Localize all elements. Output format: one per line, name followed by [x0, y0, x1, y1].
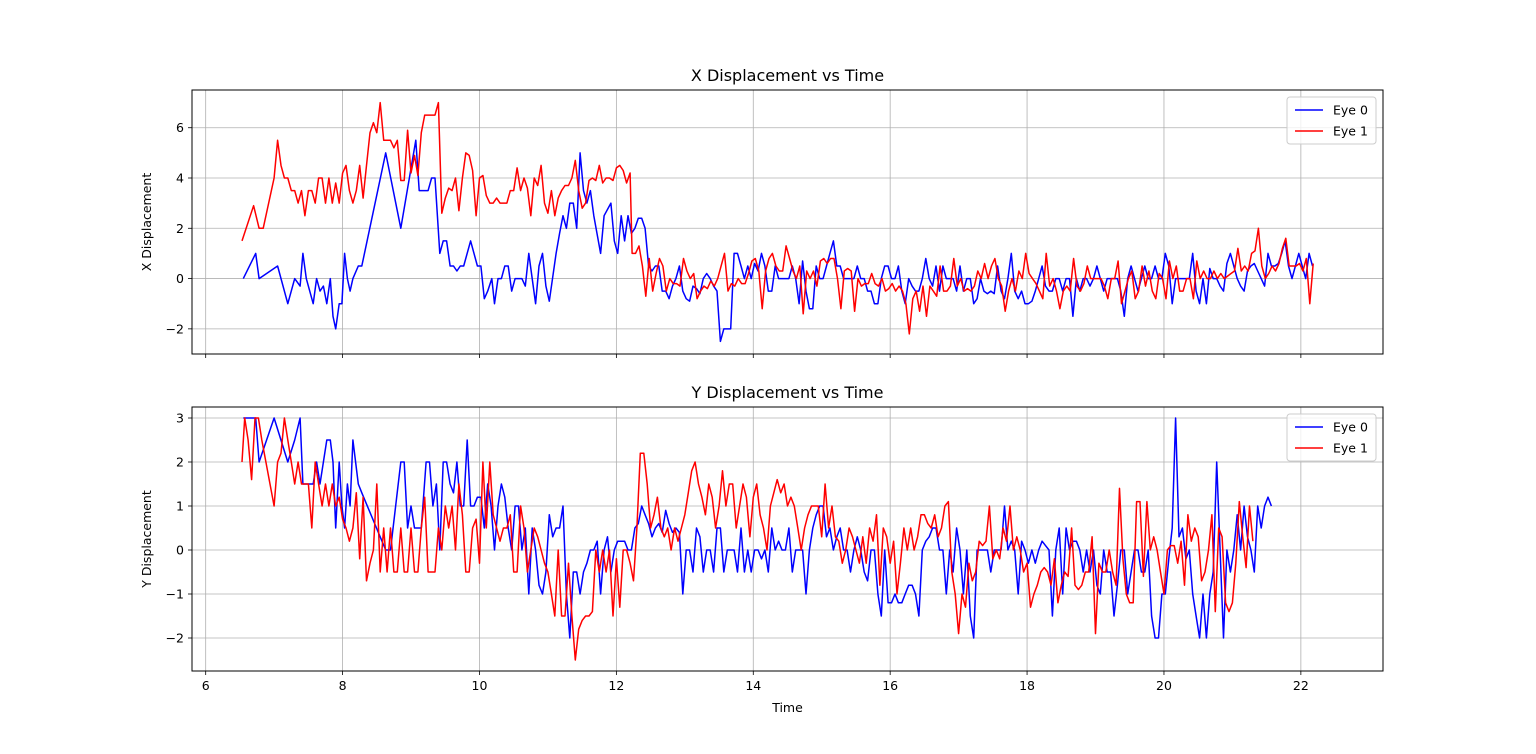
y-displacement-x-tick-label: 14	[745, 678, 761, 693]
x-displacement-legend-label-eye-0: Eye 0	[1333, 103, 1368, 118]
y-displacement-x-tick-label: 12	[608, 678, 624, 693]
y-displacement-y-tick-label: −2	[166, 631, 184, 646]
y-displacement-series-eye-0-line	[243, 417, 1273, 639]
x-displacement-y-tick-label: 0	[176, 271, 184, 286]
y-displacement-series-eye-1-line	[241, 417, 1254, 661]
y-displacement-series-lines	[241, 417, 1273, 661]
y-displacement-x-tick-label: 20	[1156, 678, 1172, 693]
x-displacement-legend: Eye 0 Eye 1	[1286, 96, 1377, 145]
y-displacement-x-tick-label: 18	[1019, 678, 1035, 693]
y-displacement-y-axis-label: Y Displacement	[139, 490, 154, 589]
x-displacement-subplot: −2 0 2 4 6 X Displacement vs Time X Displace…	[139, 66, 1384, 358]
y-displacement-title: Y Displacement vs Time	[691, 383, 884, 402]
x-displacement-y-tick-label: 4	[176, 171, 184, 186]
y-displacement-legend: Eye 0 Eye 1	[1286, 413, 1377, 462]
y-displacement-legend-box	[1286, 413, 1377, 462]
x-displacement-ticks: −2 0 2 4 6	[166, 120, 1302, 358]
y-displacement-x-tick-label: 22	[1293, 678, 1309, 693]
y-displacement-y-tick-label: 1	[176, 499, 184, 514]
y-displacement-y-tick-label: 3	[176, 411, 184, 426]
y-displacement-y-tick-label: 2	[176, 455, 184, 470]
y-displacement-legend-label-eye-0: Eye 0	[1333, 420, 1368, 435]
x-displacement-series-eye-0-line	[242, 139, 1314, 343]
x-displacement-y-tick-label: 6	[176, 120, 184, 135]
y-displacement-legend-label-eye-1: Eye 1	[1333, 441, 1368, 456]
x-displacement-y-tick-label: 2	[176, 221, 184, 236]
x-displacement-y-axis-label: X Displacement	[139, 173, 154, 272]
y-displacement-y-tick-label: 0	[176, 543, 184, 558]
x-displacement-series-eye-1-line	[241, 101, 1314, 335]
y-displacement-x-tick-label: 10	[472, 678, 488, 693]
y-displacement-x-tick-label: 8	[339, 678, 347, 693]
x-displacement-title: X Displacement vs Time	[691, 66, 884, 85]
y-displacement-y-tick-label: −1	[166, 587, 184, 602]
x-displacement-y-tick-label: −2	[166, 321, 184, 336]
y-displacement-x-tick-label: 16	[882, 678, 898, 693]
y-displacement-x-tick-label: 6	[202, 678, 210, 693]
x-displacement-series-lines	[241, 101, 1314, 343]
time-x-axis-label: Time	[771, 700, 803, 715]
x-displacement-legend-box	[1286, 96, 1377, 145]
x-displacement-axes-frame	[191, 89, 1384, 355]
x-displacement-legend-label-eye-1: Eye 1	[1333, 124, 1368, 139]
y-displacement-axes-frame	[191, 406, 1384, 672]
